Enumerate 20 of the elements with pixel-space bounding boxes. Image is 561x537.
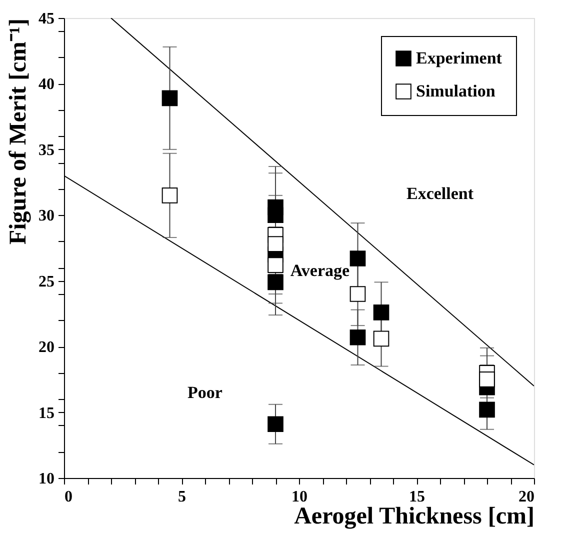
annotation: Average bbox=[290, 261, 350, 280]
y-axis-title: Figure of Merit [cm⁻¹] bbox=[6, 18, 32, 244]
x-tick-label: 0 bbox=[64, 488, 72, 506]
annotation: Poor bbox=[188, 383, 223, 402]
y-tick-label: 10 bbox=[38, 470, 54, 488]
y-tick-label: 25 bbox=[38, 273, 54, 290]
y-tick-label: 45 bbox=[38, 10, 54, 28]
x-tick-label: 15 bbox=[409, 488, 425, 506]
y-tick-label: 35 bbox=[38, 142, 54, 159]
y-tick-label: 30 bbox=[38, 208, 54, 225]
x-tick-label: 10 bbox=[292, 488, 308, 506]
x-tick-label: 5 bbox=[178, 488, 186, 506]
y-tick-label: 40 bbox=[38, 76, 54, 94]
y-tick-label: 20 bbox=[38, 339, 54, 356]
legend-label: Simulation bbox=[416, 82, 496, 100]
annotation: Excellent bbox=[406, 184, 474, 203]
x-axis-title: Aerogel Thickness [cm] bbox=[294, 504, 534, 530]
x-tick-label: 20 bbox=[518, 488, 534, 506]
y-tick-label: 15 bbox=[38, 404, 54, 422]
legend-label: Experiment bbox=[416, 48, 502, 68]
